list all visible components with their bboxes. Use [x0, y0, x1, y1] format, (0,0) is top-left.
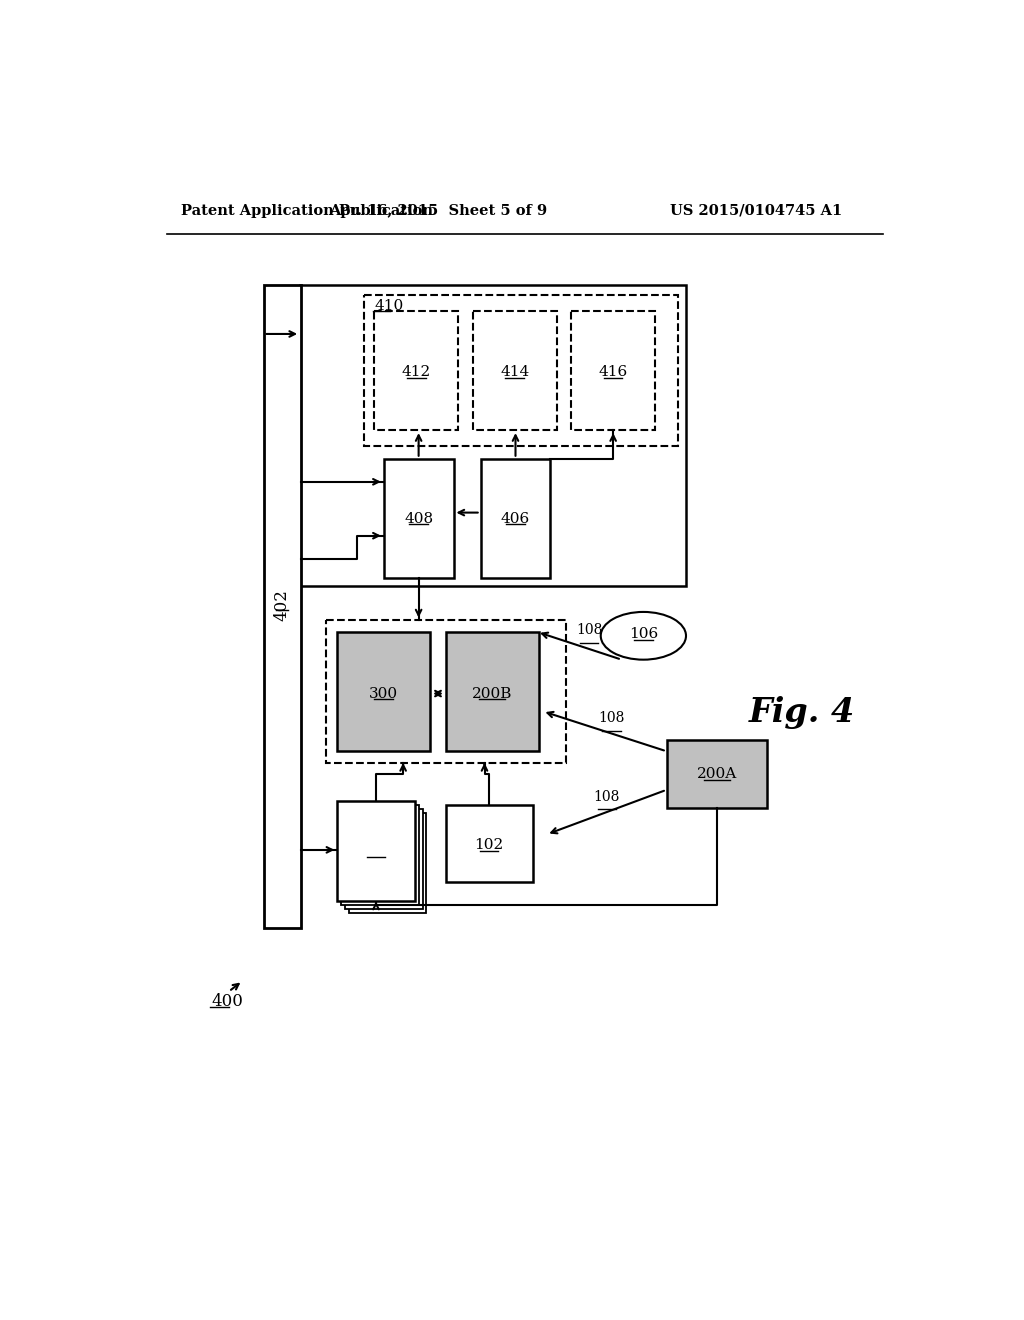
Text: 406: 406 — [501, 512, 530, 525]
Text: 108: 108 — [598, 711, 625, 725]
Bar — [667, 739, 767, 808]
Bar — [337, 801, 415, 902]
Text: 300: 300 — [370, 686, 398, 701]
Text: 414: 414 — [500, 366, 529, 379]
Text: 416: 416 — [598, 366, 628, 379]
Text: Patent Application Publication: Patent Application Publication — [180, 203, 433, 218]
Bar — [263, 285, 301, 928]
Bar — [473, 312, 557, 430]
Text: 400: 400 — [212, 993, 244, 1010]
Text: 200B: 200B — [472, 686, 512, 701]
Bar — [571, 312, 655, 430]
Text: US 2015/0104745 A1: US 2015/0104745 A1 — [671, 203, 843, 218]
Bar — [384, 459, 454, 578]
Bar — [345, 809, 423, 909]
Bar — [365, 296, 678, 446]
Text: 108: 108 — [575, 623, 602, 638]
Bar — [337, 632, 430, 751]
Text: Fig. 4: Fig. 4 — [750, 697, 855, 729]
Bar — [326, 620, 566, 763]
Bar — [445, 632, 539, 751]
Text: 206: 206 — [361, 845, 390, 858]
Bar — [341, 805, 419, 906]
Bar — [480, 459, 550, 578]
Bar — [300, 285, 686, 586]
Text: 106: 106 — [629, 627, 658, 642]
Text: 412: 412 — [401, 366, 431, 379]
Text: 108: 108 — [594, 789, 621, 804]
Text: Apr. 16, 2015  Sheet 5 of 9: Apr. 16, 2015 Sheet 5 of 9 — [329, 203, 547, 218]
Text: 102: 102 — [474, 838, 504, 853]
Text: 200A: 200A — [697, 767, 737, 781]
Text: 410: 410 — [375, 300, 403, 313]
Text: 402: 402 — [273, 589, 291, 620]
Bar — [375, 312, 458, 430]
Text: 408: 408 — [404, 512, 433, 525]
Bar — [445, 805, 532, 882]
Bar — [349, 813, 426, 913]
